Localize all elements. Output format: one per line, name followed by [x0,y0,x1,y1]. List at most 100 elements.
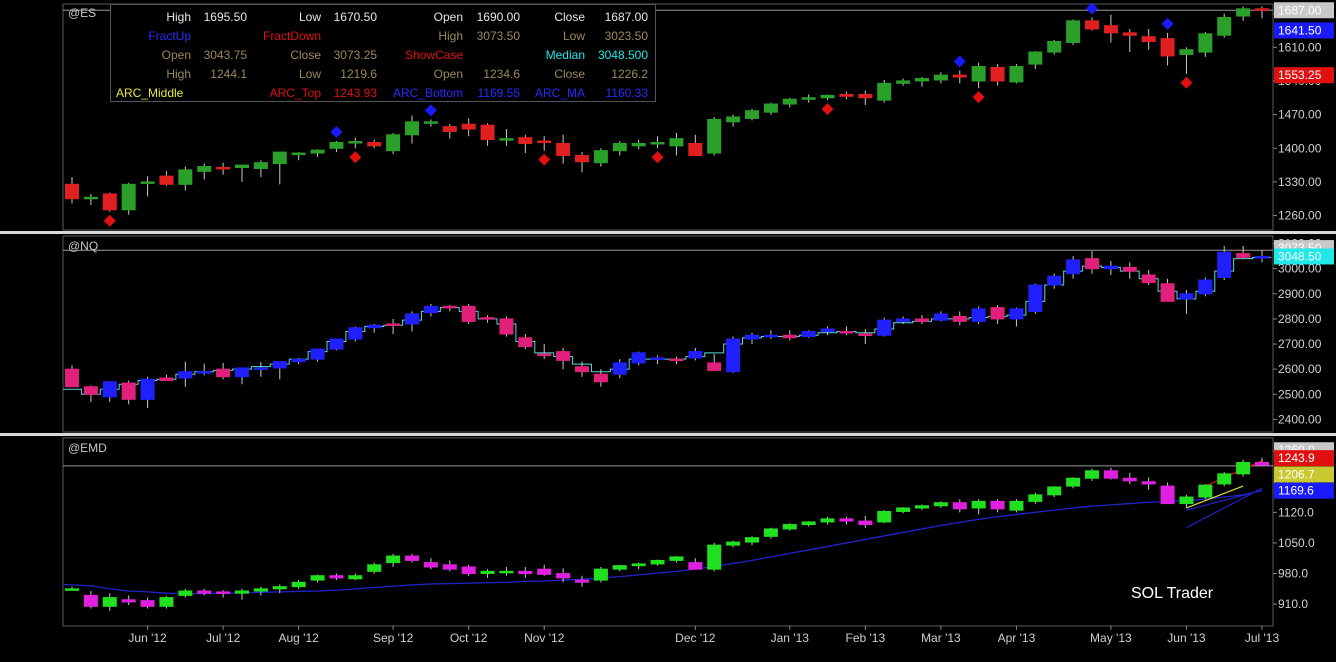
nq-candle-body [461,305,476,322]
es-candle-body [291,152,306,156]
emd-low-label: Low [298,67,321,81]
fract-down-marker [349,151,362,164]
es-candle-body [65,183,79,200]
showcase-label: ShowCase [404,48,463,62]
emd-candle-body [896,507,911,512]
emd-candle-body [537,568,552,575]
date-tick-label: Sep '12 [373,631,414,645]
es-candle-body [1160,38,1175,57]
nq-candle-body [896,318,911,322]
fract-up-marker [1161,17,1174,30]
es-ytick-label: 1260.00 [1278,209,1322,223]
emd-close-value: 1226.2 [611,67,648,81]
nq-candle-body [688,351,703,359]
emd-candle-body [1236,461,1251,475]
nq-candle-body [442,305,457,309]
es-price-marker-label: 1687.00 [1278,3,1322,17]
emd-candle-body [1009,500,1024,511]
date-tick-label: Oct '12 [450,631,488,645]
es-candle-body [235,164,249,168]
emd-ma-line [62,489,1263,595]
emd-candle-body [480,570,495,575]
arc-top-line [1205,460,1263,487]
nq-candle-body [763,334,778,338]
arc-bottom-line [1186,489,1263,511]
emd-candle-body [820,518,835,523]
emd-candle-body [83,594,98,607]
emd-candle-body [915,505,929,509]
nq-candle-body [65,368,79,388]
es-candle-body [707,118,722,154]
es-candle-body [1028,51,1043,65]
nq-candle-body [1179,293,1194,300]
emd-candle-body [707,544,722,570]
es-price-marker [1274,2,1334,19]
es-candle-body [612,142,627,152]
es-candle-body [971,66,986,82]
es-candle-body [688,142,703,156]
fract-up-marker [330,126,343,139]
nq-close-label: Close [290,48,321,62]
median-label: Median [545,48,585,62]
nq-price-marker-label: 3048.50 [1278,249,1322,263]
es-candle-body [915,78,929,82]
emd-candle-body [1085,470,1099,479]
emd-candle-body [1103,470,1118,479]
emd-candle-body [990,500,1005,510]
es-ytick-label: 1400.00 [1278,141,1322,155]
es-candle-body [952,74,967,78]
arc-bottom-line [1186,487,1263,529]
median-value: 3048.500 [597,48,648,62]
arc-middle-label: ARC_Middle [116,86,184,100]
es-candle-body [1122,32,1137,36]
date-tick-label: Jul '13 [1245,631,1280,645]
nq-candle-body [1255,256,1269,259]
es-candle-body [593,150,608,164]
emd-candle-body [1217,473,1232,485]
es-candle-body [121,183,136,211]
data-window: High 1695.50 Low 1670.50 Open 1690.00 Cl… [110,4,656,102]
emd-candle-body [178,590,193,596]
es-price-marker [1274,67,1334,84]
nq-candle-body [650,357,665,360]
nq-candle-body [745,334,759,340]
nq-candle-body [159,377,174,381]
emd-frame [62,437,1274,627]
emd-price-marker-label: 1169.6 [1278,484,1314,498]
es-candle-body [726,116,741,123]
nq-close-value: 3073.25 [333,48,377,62]
emd-candle-body [1028,494,1043,502]
nq-candle-body [83,386,98,395]
nq-candle-body [121,382,136,400]
nq-candle-body [272,361,287,369]
date-tick-label: Jul '12 [206,631,241,645]
nq-candle-body [915,318,929,322]
emd-candle-body [650,559,665,565]
nq-pane: 2400.00 2500.00 2600.00 2700.00 2800.00 2900.… [62,235,1334,433]
emd-candle-body [971,500,986,509]
emd-pane: 910.0980.01050.01120.01190.01260.01260.0… [62,437,1334,627]
es-candle-body [178,169,193,185]
emd-open-label: Open [433,67,463,81]
date-tick-label: Apr '13 [998,631,1036,645]
emd-candle-body [216,591,231,594]
es-ytick-label: 1470.00 [1278,108,1322,122]
es-candle-body [537,140,552,144]
emd-candle-body [386,555,401,564]
arc-ma-label: ARC_MA [534,86,585,100]
es-candle-body [858,93,873,99]
es-symbol-label: @ES [68,6,97,20]
emd-candle-body [253,588,268,592]
nq-candle-body [235,367,249,378]
fractup-label: FractUp [148,29,191,43]
nq-candle-body [1198,279,1213,295]
fractdown-label: FractDown [262,29,321,43]
fract-down-marker [972,91,985,104]
nq-candle-body [537,353,552,357]
es-open-label: Open [433,10,463,24]
es-candle-body [102,193,117,211]
nq-candle-body [423,305,438,314]
es-candle-body [1141,36,1156,43]
emd-candle-body [1122,477,1137,482]
